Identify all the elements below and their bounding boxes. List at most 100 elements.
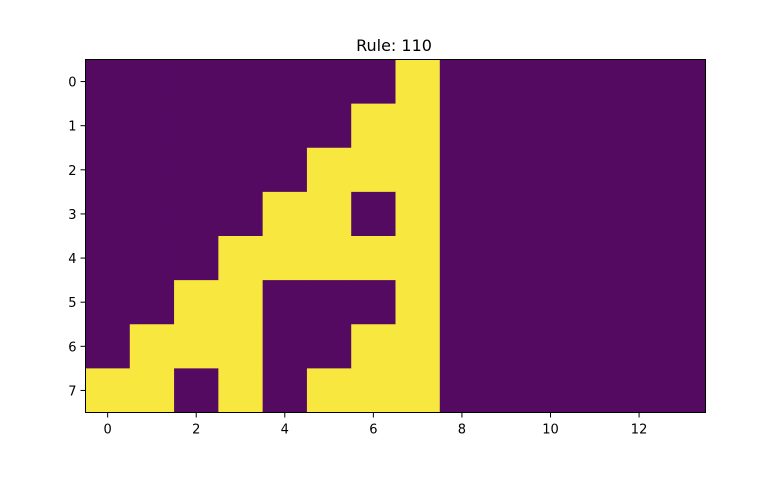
heatmap-cell-r6-c2 <box>174 324 219 369</box>
heatmap-cell-r7-c5 <box>306 368 352 413</box>
heatmap-cell-r7-c6 <box>351 368 396 413</box>
heatmap-cell-r4-c2 <box>174 236 219 281</box>
heatmap-cell-r6-c6 <box>351 324 396 369</box>
y-tick-label-0: 0 <box>68 76 76 91</box>
heatmap-cell-r4-c12 <box>616 236 662 281</box>
heatmap-cell-r3-c7 <box>395 191 441 237</box>
chart-title: Rule: 110 <box>356 36 432 55</box>
heatmap-cell-r3-c5 <box>306 191 352 237</box>
x-tick-label-0: 0 <box>104 423 112 438</box>
heatmap-cell-r5-c3 <box>218 280 264 325</box>
y-tick-label-4: 4 <box>68 252 76 267</box>
y-tick-label-3: 3 <box>68 208 76 223</box>
heatmap-cell-r5-c6 <box>351 280 396 325</box>
heatmap-cell-r0-c12 <box>616 59 662 105</box>
heatmap-cell-r2-c1 <box>129 147 175 193</box>
heatmap-cell-r0-c11 <box>572 59 618 105</box>
heatmap-cell-r7-c2 <box>174 368 219 413</box>
heatmap-cell-r1-c4 <box>262 103 308 149</box>
heatmap-cell-r2-c11 <box>572 147 618 193</box>
x-tick-label-12: 12 <box>631 423 648 438</box>
heatmap-cell-r7-c4 <box>262 368 308 413</box>
heatmap-cell-r5-c10 <box>528 280 574 325</box>
heatmap-cell-r3-c2 <box>174 191 219 237</box>
heatmap-cell-r6-c9 <box>484 324 529 369</box>
heatmap-cell-r7-c0 <box>85 368 131 413</box>
heatmap-cell-r4-c5 <box>306 236 352 281</box>
heatmap-cell-r6-c1 <box>129 324 175 369</box>
heatmap-cell-r0-c4 <box>262 59 308 105</box>
heatmap-cell-r4-c0 <box>85 236 131 281</box>
heatmap-cell-r0-c2 <box>174 59 219 105</box>
heatmap-cell-r0-c9 <box>484 59 529 105</box>
heatmap-cell-r1-c9 <box>484 103 529 149</box>
heatmap-cell-r4-c1 <box>129 236 175 281</box>
heatmap-cell-r5-c7 <box>395 280 441 325</box>
heatmap-cell-r3-c8 <box>439 191 485 237</box>
heatmap-cell-r7-c12 <box>616 368 662 413</box>
heatmap-cell-r0-c10 <box>528 59 574 105</box>
heatmap-cell-r1-c7 <box>395 103 441 149</box>
y-tick-label-1: 1 <box>68 120 76 135</box>
heatmap-cell-r6-c0 <box>85 324 131 369</box>
heatmap-cell-r0-c3 <box>218 59 264 105</box>
heatmap-cell-r1-c0 <box>85 103 131 149</box>
heatmap-cell-r6-c5 <box>306 324 352 369</box>
heatmap-cell-r1-c6 <box>351 103 396 149</box>
heatmap-cell-r3-c9 <box>484 191 529 237</box>
heatmap-cell-r2-c6 <box>351 147 396 193</box>
x-tick-label-2: 2 <box>192 423 200 438</box>
heatmap-cell-r4-c4 <box>262 236 308 281</box>
heatmap-cell-r1-c12 <box>616 103 662 149</box>
heatmap-cell-r7-c7 <box>395 368 441 413</box>
y-axis: 0 1 2 3 4 5 6 7 <box>68 76 86 399</box>
heatmap-cell-r3-c3 <box>218 191 264 237</box>
heatmap-cell-r2-c4 <box>262 147 308 193</box>
heatmap-cell-r4-c10 <box>528 236 574 281</box>
heatmap-cell-r7-c8 <box>439 368 485 413</box>
heatmap-cell-r2-c7 <box>395 147 441 193</box>
x-tick-label-6: 6 <box>369 423 377 438</box>
heatmap-cell-r0-c6 <box>351 59 396 105</box>
heatmap-cell-r1-c2 <box>174 103 219 149</box>
heatmap-cell-r1-c10 <box>528 103 574 149</box>
heatmap-cell-r5-c13 <box>661 280 706 325</box>
heatmap-cell-r6-c8 <box>439 324 485 369</box>
heatmap-cell-r6-c10 <box>528 324 574 369</box>
heatmap-cell-r3-c4 <box>262 191 308 237</box>
heatmap-cell-r1-c11 <box>572 103 618 149</box>
x-tick-label-8: 8 <box>458 423 466 438</box>
heatmap-cell-r4-c13 <box>661 236 706 281</box>
heatmap-cell-r0-c5 <box>306 59 352 105</box>
heatmap-cell-r5-c8 <box>439 280 485 325</box>
heatmap-cell-r2-c5 <box>306 147 352 193</box>
heatmap-cell-r2-c2 <box>174 147 219 193</box>
y-tick-label-2: 2 <box>68 164 76 179</box>
heatmap-cell-r2-c0 <box>85 147 131 193</box>
heatmap-cell-r3-c0 <box>85 191 131 237</box>
heatmap-cell-r7-c13 <box>661 368 706 413</box>
heatmap-cell-r7-c3 <box>218 368 264 413</box>
heatmap-cell-r5-c2 <box>174 280 219 325</box>
heatmap-cell-r2-c12 <box>616 147 662 193</box>
heatmap-cell-r4-c6 <box>351 236 396 281</box>
heatmap-cell-r5-c0 <box>85 280 131 325</box>
heatmap-cell-r6-c3 <box>218 324 264 369</box>
heatmap-cells <box>85 59 706 413</box>
heatmap-cell-r7-c9 <box>484 368 529 413</box>
heatmap-cell-r2-c3 <box>218 147 264 193</box>
x-axis: 0 2 4 6 8 10 12 <box>104 412 648 438</box>
heatmap-cell-r3-c11 <box>572 191 618 237</box>
heatmap-cell-r0-c8 <box>439 59 485 105</box>
heatmap-cell-r6-c12 <box>616 324 662 369</box>
heatmap-cell-r1-c5 <box>306 103 352 149</box>
heatmap-cell-r4-c11 <box>572 236 618 281</box>
heatmap-cell-r1-c13 <box>661 103 706 149</box>
heatmap-cell-r4-c8 <box>439 236 485 281</box>
heatmap-cell-r6-c11 <box>572 324 618 369</box>
heatmap-cell-r2-c9 <box>484 147 529 193</box>
x-tick-label-10: 10 <box>542 423 559 438</box>
y-tick-label-6: 6 <box>68 340 76 355</box>
heatmap-cell-r4-c7 <box>395 236 441 281</box>
